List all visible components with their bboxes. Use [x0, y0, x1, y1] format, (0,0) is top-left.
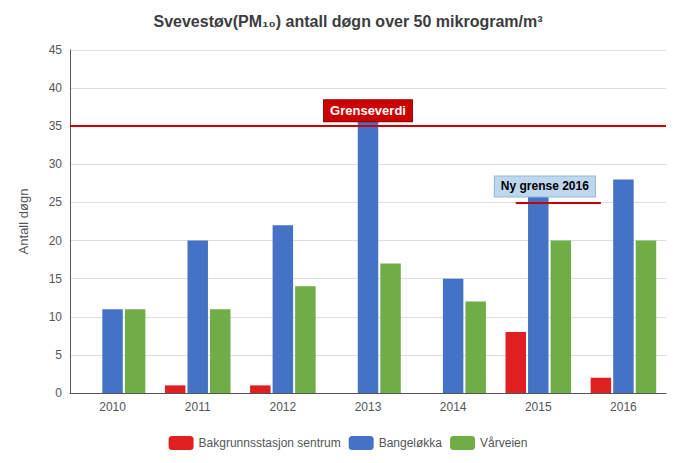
svg-text:35: 35	[49, 119, 63, 133]
svg-text:Vårveien: Vårveien	[480, 436, 527, 450]
svg-text:Bangeløkka: Bangeløkka	[379, 436, 443, 450]
svg-text:0: 0	[55, 386, 62, 400]
svg-text:2016: 2016	[610, 400, 637, 414]
svg-text:5: 5	[55, 348, 62, 362]
svg-text:2010: 2010	[99, 400, 126, 414]
svg-text:Ny grense 2016: Ny grense 2016	[501, 179, 589, 193]
svg-text:2015: 2015	[525, 400, 552, 414]
svg-text:Antall døgn: Antall døgn	[16, 189, 31, 255]
svg-text:30: 30	[49, 157, 63, 171]
svg-text:2014: 2014	[440, 400, 467, 414]
svg-text:10: 10	[49, 310, 63, 324]
svg-text:45: 45	[49, 43, 63, 57]
svg-text:40: 40	[49, 81, 63, 95]
svg-text:15: 15	[49, 272, 63, 286]
svg-text:Svevestøv(PM₁₀) antall døgn ov: Svevestøv(PM₁₀) antall døgn over 50 mikr…	[153, 13, 542, 30]
svg-text:25: 25	[49, 195, 63, 209]
svg-text:20: 20	[49, 234, 63, 248]
svg-text:Bakgrunnsstasjon sentrum: Bakgrunnsstasjon sentrum	[199, 436, 341, 450]
svg-text:2013: 2013	[355, 400, 382, 414]
svg-text:2011: 2011	[185, 400, 211, 414]
svg-text:2012: 2012	[270, 400, 297, 414]
svg-text:Grenseverdi: Grenseverdi	[330, 103, 406, 118]
